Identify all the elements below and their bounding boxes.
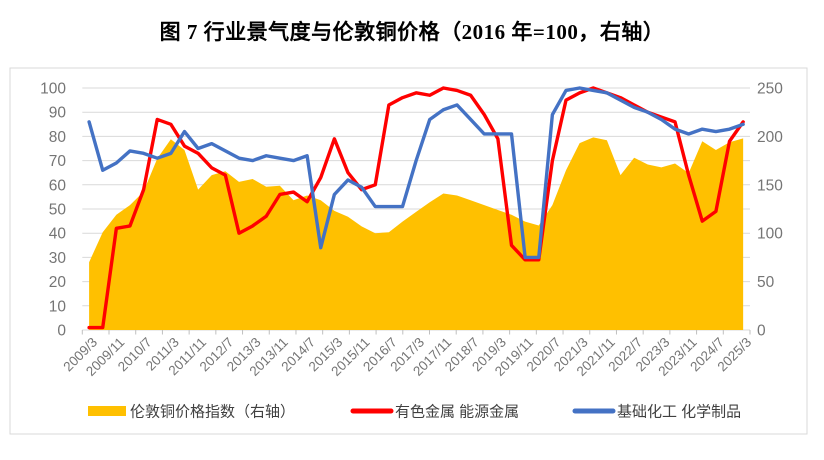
chart-title: 图 7 行业景气度与伦敦铜价格（2016 年=100，右轴） bbox=[159, 20, 665, 44]
left-axis-tick-label: 60 bbox=[49, 177, 67, 194]
right-axis-tick-label: 250 bbox=[757, 81, 783, 98]
basic-chemicals-line-series bbox=[87, 86, 745, 260]
right-axis-tick-label: 100 bbox=[757, 226, 783, 243]
left-axis-tick-label: 10 bbox=[49, 298, 67, 315]
copper-price-area-series bbox=[89, 137, 744, 330]
chart-canvas: 0102030405060708090100050100150200250200… bbox=[9, 67, 808, 435]
right-axis-tick-label: 150 bbox=[757, 177, 783, 194]
left-axis-tick-label: 50 bbox=[49, 202, 67, 219]
left-axis-tick-label: 40 bbox=[49, 226, 67, 243]
left-axis-tick-label: 20 bbox=[49, 274, 67, 291]
right-axis-tick-label: 200 bbox=[757, 129, 783, 146]
right-axis-tick-label: 50 bbox=[757, 274, 775, 291]
left-axis-tick-label: 30 bbox=[49, 250, 67, 267]
legend-item-label: 基础化工 化学制品 bbox=[617, 404, 741, 421]
legend-item-label: 伦敦铜价格指数（右轴） bbox=[130, 404, 295, 421]
legend-swatch-copper-area bbox=[88, 406, 126, 416]
chart-frame bbox=[9, 67, 808, 435]
left-axis-tick-label: 0 bbox=[57, 323, 66, 340]
left-axis-tick-label: 90 bbox=[49, 105, 67, 122]
legend-item-label: 有色金属 能源金属 bbox=[395, 404, 519, 421]
right-axis-tick-label: 0 bbox=[757, 323, 766, 340]
left-axis-tick-label: 100 bbox=[40, 81, 66, 98]
left-axis-tick-label: 80 bbox=[49, 129, 67, 146]
nonferrous-metals-line-series bbox=[87, 86, 745, 330]
left-axis-tick-label: 70 bbox=[49, 153, 67, 170]
